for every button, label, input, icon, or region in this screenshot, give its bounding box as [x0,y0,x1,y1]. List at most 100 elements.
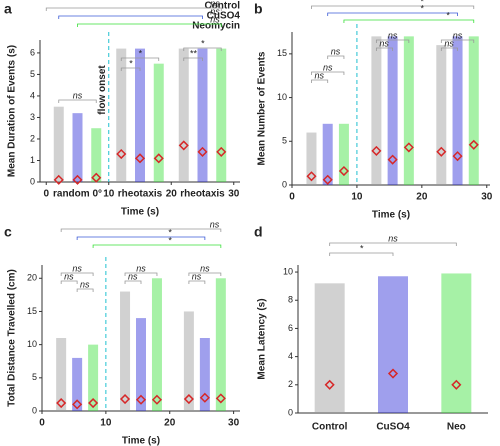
y-axis-label: Mean Number of Events [257,51,268,165]
significance-bracket [375,47,394,51]
x-tick-label: Control [312,422,348,433]
significance-label: ns [388,30,398,40]
significance-bracket [343,19,475,23]
x-tick-label: 0 [39,418,45,429]
annotation: random 0° [53,189,102,200]
value-spread [215,278,226,411]
panel-letter: a [4,1,12,17]
value-spread [153,63,164,182]
value-spread [72,357,83,411]
value-spread [436,45,447,185]
y-tick-label: 15 [27,306,37,316]
significance-bracket [188,280,206,284]
significance-bracket [120,57,160,61]
value-spread [178,48,189,182]
significance-bracket [329,252,394,256]
significance-bracket [311,5,475,9]
x-tick-label: 30 [228,418,240,429]
y-tick-label: 5 [282,136,287,146]
y-tick-label: 4 [288,351,293,361]
significance-label: * [360,243,364,253]
annotation: flow onset [97,65,108,115]
value-spread [91,128,102,182]
mean-marker [183,393,194,405]
significance-bracket [183,57,203,61]
value-spread [378,276,408,413]
significance-label: ns [315,70,325,80]
annotation: rheotaxis [180,189,225,200]
value-spread [183,311,194,411]
mean-marker [72,399,83,410]
value-spread [53,106,64,182]
value-spread [199,338,210,411]
significance-bracket [327,12,458,16]
significance-bracket [60,272,94,276]
significance-label: * [168,235,172,245]
value-spread [322,123,333,185]
mean-marker [116,148,127,160]
value-spread [314,283,345,413]
significance-bracket [124,272,158,276]
y-tick-label: 3 [30,112,35,122]
value-spread [151,278,162,411]
significance-label: ns [331,46,341,56]
significance-label: ns [80,279,90,289]
significance-bracket [76,288,94,292]
significance-bracket [329,242,457,246]
mean-marker [88,397,99,409]
significance-bracket [60,228,222,232]
significance-bracket [188,272,222,276]
panel: a Mean Duration of Events (s) 0 1 2 3 4 5 6 Time … [4,0,240,218]
y-tick-label: 8 [288,295,293,305]
panel: b Mean Number of Events 0 5 10 15 Time (s) 0 10 2… [254,0,493,221]
significance-label: * [446,10,450,20]
significance-label: ns [323,62,333,72]
mean-marker [151,394,163,405]
value-spread [120,291,131,411]
annotation: rheotaxis [118,189,163,200]
y-tick-label: 0 [32,405,37,415]
x-tick-label: Neo [447,422,466,433]
significance-label: ns [72,263,82,273]
y-tick-label: 6 [30,47,35,57]
y-tick-label: 5 [32,372,37,382]
significance-label: * [201,38,205,48]
significance-label: ns [128,271,138,281]
value-spread [403,36,414,185]
mean-marker [451,379,462,390]
x-tick-label: 0 [289,192,295,203]
significance-label: ns [388,233,398,243]
significance-label: * [420,0,424,6]
significance-bracket [60,280,78,284]
significance-label: ns [200,263,210,273]
y-axis-label: Total Distance Travelled (cm) [7,269,18,407]
significance-label: * [168,227,172,237]
legend-entry: Neomycin [192,21,240,32]
mean-marker [371,145,382,156]
x-axis-label: Time (s) [372,210,410,221]
significance-bracket [440,39,475,43]
value-spread [136,318,146,411]
mean-marker [468,139,479,150]
significance-label: * [138,48,142,58]
y-tick-label: 10 [283,266,293,276]
significance-label: ns [210,219,220,229]
mean-marker [178,140,189,151]
significance-bracket [311,71,345,75]
y-tick-label: 6 [288,323,293,333]
significance-label: * [420,3,424,13]
value-spread [88,344,99,411]
y-tick-label: 5 [30,69,35,79]
y-tick-label: 1 [30,155,35,165]
significance-bracket [311,79,329,83]
x-tick-label: 10 [351,192,363,203]
significance-bracket [440,47,458,51]
panel-letter: c [4,224,12,240]
x-tick-label: CuSO4 [376,422,410,433]
y-axis-label: Mean Duration of Events (s) [7,45,18,177]
mean-marker [322,174,333,185]
mean-marker [452,151,463,162]
mean-marker [153,153,164,164]
significance-label: ns [73,90,83,100]
